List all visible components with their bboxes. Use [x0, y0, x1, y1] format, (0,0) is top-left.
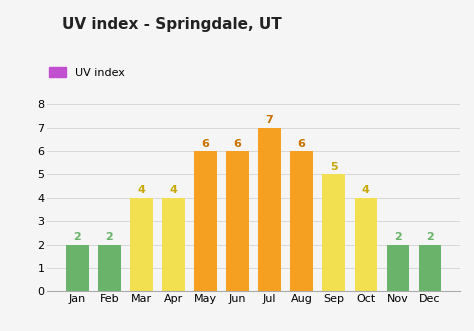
Text: 7: 7 — [266, 116, 273, 125]
Bar — [322, 174, 345, 291]
Text: 4: 4 — [170, 185, 177, 196]
Text: 6: 6 — [298, 139, 306, 149]
Text: 2: 2 — [73, 232, 81, 242]
Text: 2: 2 — [394, 232, 401, 242]
Text: 6: 6 — [201, 139, 210, 149]
Text: 4: 4 — [137, 185, 146, 196]
Legend: UV index: UV index — [45, 63, 129, 82]
Bar — [355, 198, 377, 291]
Bar — [419, 245, 441, 291]
Bar — [130, 198, 153, 291]
Bar — [162, 198, 185, 291]
Text: 2: 2 — [426, 232, 434, 242]
Bar — [258, 128, 281, 291]
Text: 4: 4 — [362, 185, 370, 196]
Text: 2: 2 — [106, 232, 113, 242]
Bar — [98, 245, 120, 291]
Text: 6: 6 — [234, 139, 242, 149]
Bar — [194, 151, 217, 291]
Text: UV index - Springdale, UT: UV index - Springdale, UT — [62, 17, 282, 31]
Text: 5: 5 — [330, 162, 337, 172]
Bar — [66, 245, 89, 291]
Bar — [291, 151, 313, 291]
Bar — [227, 151, 249, 291]
Bar — [387, 245, 409, 291]
